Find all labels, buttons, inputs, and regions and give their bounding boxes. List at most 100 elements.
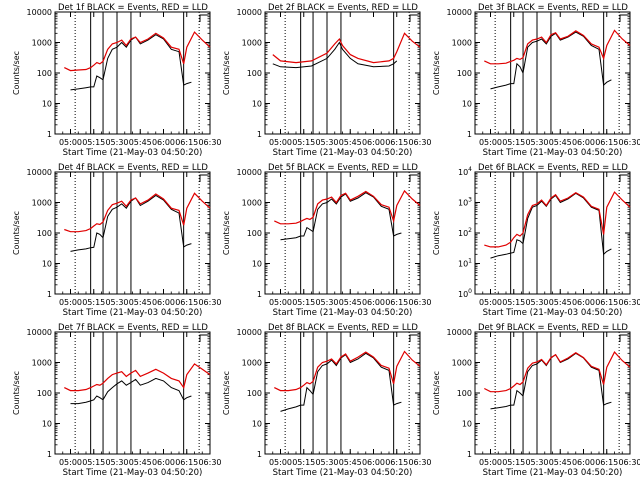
x-tick-label: 05:15 — [292, 458, 315, 467]
y-axis-label: Counts/sec — [12, 371, 21, 415]
y-tick-label: 10000 — [237, 328, 262, 337]
y-tick-label: 1 — [257, 450, 262, 459]
x-tick-label: 05:15 — [292, 138, 315, 147]
y-tick-label: 10 — [42, 420, 52, 429]
y-tick-label: 10000 — [27, 168, 52, 177]
panel-title: Det 4f BLACK = Events, RED = LLD — [58, 163, 208, 173]
legend-corner-marker — [199, 174, 208, 182]
x-tick-label: 05:30 — [525, 138, 548, 147]
x-tick-label: 06:15 — [595, 298, 618, 307]
y-tick-label: 100 — [457, 389, 472, 398]
x-axis-label: Start Time (21-May-03 04:50:20) — [63, 468, 203, 478]
plot-frame — [264, 11, 421, 135]
y-tick-label: 10 — [42, 260, 52, 269]
x-tick-label: 06:00 — [152, 458, 175, 467]
x-tick-label: 05:15 — [502, 458, 525, 467]
y-tick-label: 1 — [257, 130, 262, 139]
panel-title: Det 6f BLACK = Events, RED = LLD — [478, 163, 628, 173]
y-tick-label: 10 — [462, 420, 472, 429]
x-tick-label: 06:30 — [198, 298, 221, 307]
x-tick-label: 05:30 — [105, 138, 128, 147]
x-tick-label: 06:15 — [385, 138, 408, 147]
legend-corner-marker — [409, 174, 418, 182]
series-lld-line — [64, 31, 211, 72]
y-axis-label: Counts/sec — [432, 51, 441, 95]
x-tick-label: 06:00 — [152, 298, 175, 307]
y-tick-label: 1000 — [32, 359, 52, 368]
x-tick-label: 06:15 — [385, 298, 408, 307]
series-lld-line — [274, 189, 421, 225]
y-tick-label: 104 — [458, 166, 472, 177]
y-tick-label: 100 — [458, 288, 472, 299]
y-tick-label: 10000 — [447, 8, 472, 17]
y-axis-label: Counts/sec — [222, 211, 231, 255]
y-tick-label: 1000 — [242, 359, 262, 368]
y-tick-label: 10000 — [447, 328, 472, 337]
x-tick-label: 05:45 — [339, 138, 362, 147]
plot-frame — [474, 171, 631, 295]
panel-det-8: Det 8f BLACK = Events, RED = LLD 1 10 100 10… — [222, 323, 432, 478]
x-tick-label: 05:15 — [82, 138, 105, 147]
x-tick-label: 05:15 — [502, 298, 525, 307]
plot-frame — [474, 331, 631, 455]
y-tick-label: 100 — [37, 69, 52, 78]
y-tick-label: 1 — [257, 290, 262, 299]
x-tick-label: 05:45 — [129, 138, 152, 147]
x-tick-label: 06:00 — [362, 298, 385, 307]
y-tick-label: 1 — [467, 130, 472, 139]
series-lld-line — [484, 29, 631, 65]
x-axis-label: Start Time (21-May-03 04:50:20) — [273, 308, 413, 318]
y-tick-label: 1 — [467, 450, 472, 459]
x-axis-label: Start Time (21-May-03 04:50:20) — [273, 148, 413, 158]
x-axis-label: Start Time (21-May-03 04:50:20) — [483, 308, 623, 318]
y-tick-label: 10000 — [27, 328, 52, 337]
panel-title: Det 7f BLACK = Events, RED = LLD — [58, 323, 208, 333]
x-tick-label: 05:15 — [82, 458, 105, 467]
legend-corner-marker — [619, 334, 628, 342]
x-tick-label: 05:30 — [525, 458, 548, 467]
panel-det-7: Det 7f BLACK = Events, RED = LLD 1 10 100 10… — [12, 323, 222, 478]
x-tick-label: 05:45 — [549, 138, 572, 147]
x-tick-label: 05:30 — [315, 138, 338, 147]
y-axis-label: Counts/sec — [12, 51, 21, 95]
series-lld-line — [64, 192, 211, 233]
y-axis-label: Counts/sec — [12, 211, 21, 255]
y-tick-label: 1000 — [242, 199, 262, 208]
x-tick-label: 06:30 — [408, 138, 431, 147]
x-tick-label: 05:00 — [269, 458, 292, 467]
y-tick-label: 100 — [37, 389, 52, 398]
x-tick-label: 05:30 — [315, 458, 338, 467]
panel-title: Det 3f BLACK = Events, RED = LLD — [478, 3, 628, 13]
series-events-line — [70, 194, 192, 252]
x-axis-label: Start Time (21-May-03 04:50:20) — [63, 308, 203, 318]
plot-frame — [54, 11, 211, 135]
series-lld-line — [272, 32, 421, 64]
x-tick-label: 06:15 — [175, 458, 198, 467]
panel-det-4: Det 4f BLACK = Events, RED = LLD 1 10 100 10… — [12, 163, 222, 318]
x-tick-label: 05:45 — [549, 298, 572, 307]
panel-det-3: Det 3f BLACK = Events, RED = LLD 1 10 100 10… — [432, 3, 640, 158]
x-tick-label: 06:15 — [595, 138, 618, 147]
panel-det-1: Det 1f BLACK = Events, RED = LLD 1 10 100 10… — [12, 3, 222, 158]
y-tick-label: 100 — [457, 69, 472, 78]
x-tick-label: 05:00 — [269, 298, 292, 307]
series-events-line — [490, 192, 612, 259]
plot-frame — [264, 171, 421, 295]
legend-corner-marker — [199, 334, 208, 342]
plot-frame — [474, 11, 631, 135]
x-axis-label: Start Time (21-May-03 04:50:20) — [273, 468, 413, 478]
y-tick-label: 10000 — [237, 8, 262, 17]
plot-frame — [264, 331, 421, 455]
panel-title: Det 5f BLACK = Events, RED = LLD — [268, 163, 418, 173]
x-tick-label: 05:30 — [105, 298, 128, 307]
series-events-line — [70, 34, 192, 91]
x-tick-label: 05:30 — [525, 298, 548, 307]
y-tick-label: 10 — [252, 420, 262, 429]
y-tick-label: 10000 — [27, 8, 52, 17]
y-tick-label: 1000 — [32, 39, 52, 48]
legend-corner-marker — [619, 14, 628, 22]
series-lld-line — [274, 350, 421, 392]
x-tick-label: 05:00 — [479, 138, 502, 147]
y-tick-label: 100 — [247, 229, 262, 238]
y-tick-label: 1 — [47, 290, 52, 299]
